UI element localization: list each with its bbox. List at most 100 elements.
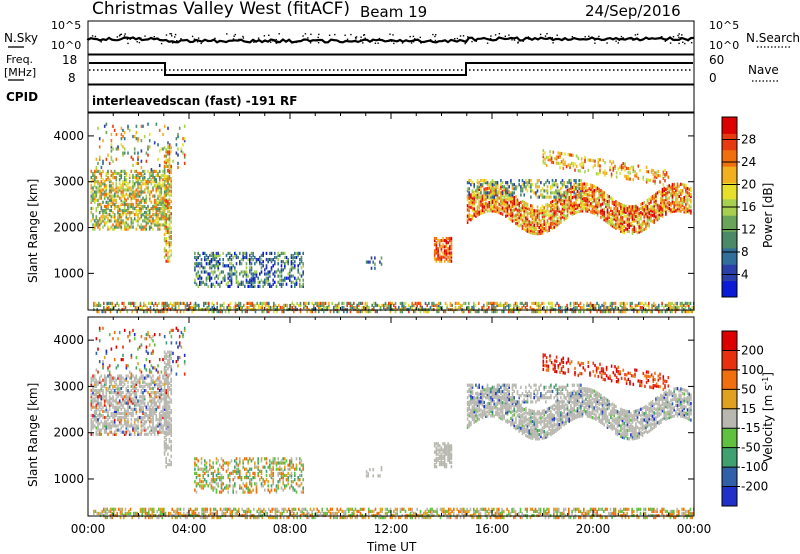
echo-cell (107, 219, 109, 223)
echo-cell (518, 183, 520, 187)
echo-cell (210, 282, 213, 286)
echo-cell (314, 301, 317, 305)
echo-cell (102, 217, 104, 221)
echo-cell (138, 200, 141, 204)
echo-cell (106, 303, 108, 307)
search-dot (393, 42, 395, 45)
echo-cell (140, 209, 143, 213)
echo-cell (137, 192, 139, 196)
echo-cell (657, 169, 660, 173)
echo-cell (297, 264, 299, 268)
echo-cell (279, 274, 281, 278)
echo-cell (633, 205, 635, 209)
echo-cell (123, 202, 126, 206)
echo-cell (140, 198, 143, 202)
echo-cell (521, 179, 524, 183)
echo-cell (545, 181, 547, 185)
echo-cell (111, 301, 113, 305)
echo-cell (122, 209, 124, 213)
search-dot (253, 41, 255, 43)
echo-cell (386, 303, 388, 307)
echo-cell (137, 389, 139, 393)
echo-cell (294, 260, 296, 264)
echo-cell (163, 239, 166, 243)
echo-cell (646, 303, 648, 307)
echo-cell (302, 251, 304, 255)
echo-cell (627, 171, 630, 175)
echo-cell (143, 176, 146, 180)
echo-cell (133, 184, 136, 188)
echo-cell (118, 186, 121, 190)
echo-cell (102, 389, 104, 393)
echo-cell (671, 207, 674, 211)
echo-cell (105, 178, 108, 182)
echo-cell (155, 169, 158, 173)
echo-cell (518, 201, 520, 205)
echo-cell (585, 182, 587, 186)
echo-cell (627, 167, 630, 171)
echo-cell (515, 195, 517, 199)
echo-cell (445, 257, 448, 261)
echo-cell (637, 176, 640, 180)
echo-cell (155, 223, 158, 227)
echo-cell (120, 213, 123, 217)
echo-cell (260, 270, 263, 274)
echo-cell (110, 184, 113, 188)
echo-cell (93, 200, 96, 204)
echo-cell (245, 272, 248, 276)
echo-cell (120, 132, 123, 137)
echo-cell (123, 188, 126, 192)
echo-cell (177, 165, 179, 170)
echo-cell (133, 399, 136, 403)
echo-cell (606, 305, 608, 310)
echo-cell (168, 143, 171, 147)
echo-cell (588, 203, 590, 207)
echo-cell (152, 209, 154, 213)
echo-cell (655, 171, 658, 175)
search-dot (684, 42, 686, 45)
echo-cell (257, 284, 259, 288)
echo-cell (265, 251, 268, 255)
echo-cell (577, 169, 580, 173)
echo-cell (143, 190, 146, 194)
echo-cell (213, 303, 215, 307)
echo-cell (294, 255, 296, 260)
echo-cell (168, 214, 171, 218)
echo-cell (553, 198, 555, 202)
echo-cell (123, 225, 126, 229)
echo-cell (550, 156, 553, 160)
echo-cell (160, 202, 163, 206)
echo-cell (470, 205, 472, 209)
search-dot (432, 33, 434, 36)
echo-cell (98, 157, 101, 161)
echo-cell (160, 184, 163, 188)
echo-cell (443, 259, 446, 263)
echo-cell (627, 175, 630, 179)
echo-cell (654, 175, 656, 179)
echo-cell (168, 203, 171, 208)
echo-cell (147, 204, 149, 209)
echo-cell (125, 227, 128, 231)
echo-cell (97, 223, 99, 227)
echo-cell (110, 155, 113, 159)
echo-cell (538, 195, 540, 199)
echo-cell (160, 211, 163, 215)
echo-cell (93, 169, 96, 173)
search-dot (508, 34, 510, 36)
echo-cell (113, 384, 116, 388)
echo-cell (291, 301, 293, 305)
search-dot (378, 37, 381, 40)
echo-cell (578, 187, 580, 191)
echo-cell (168, 183, 171, 187)
echo-cell (95, 194, 98, 198)
echo-cell (110, 420, 113, 424)
echo-cell (501, 185, 504, 189)
echo-cell (579, 169, 581, 173)
search-dot (354, 36, 357, 39)
echo-cell (102, 384, 104, 388)
echo-cell (112, 395, 114, 399)
echo-cell (183, 155, 186, 159)
echo-cell (494, 305, 497, 310)
echo-cell (531, 225, 534, 229)
echo-cell (631, 305, 633, 310)
